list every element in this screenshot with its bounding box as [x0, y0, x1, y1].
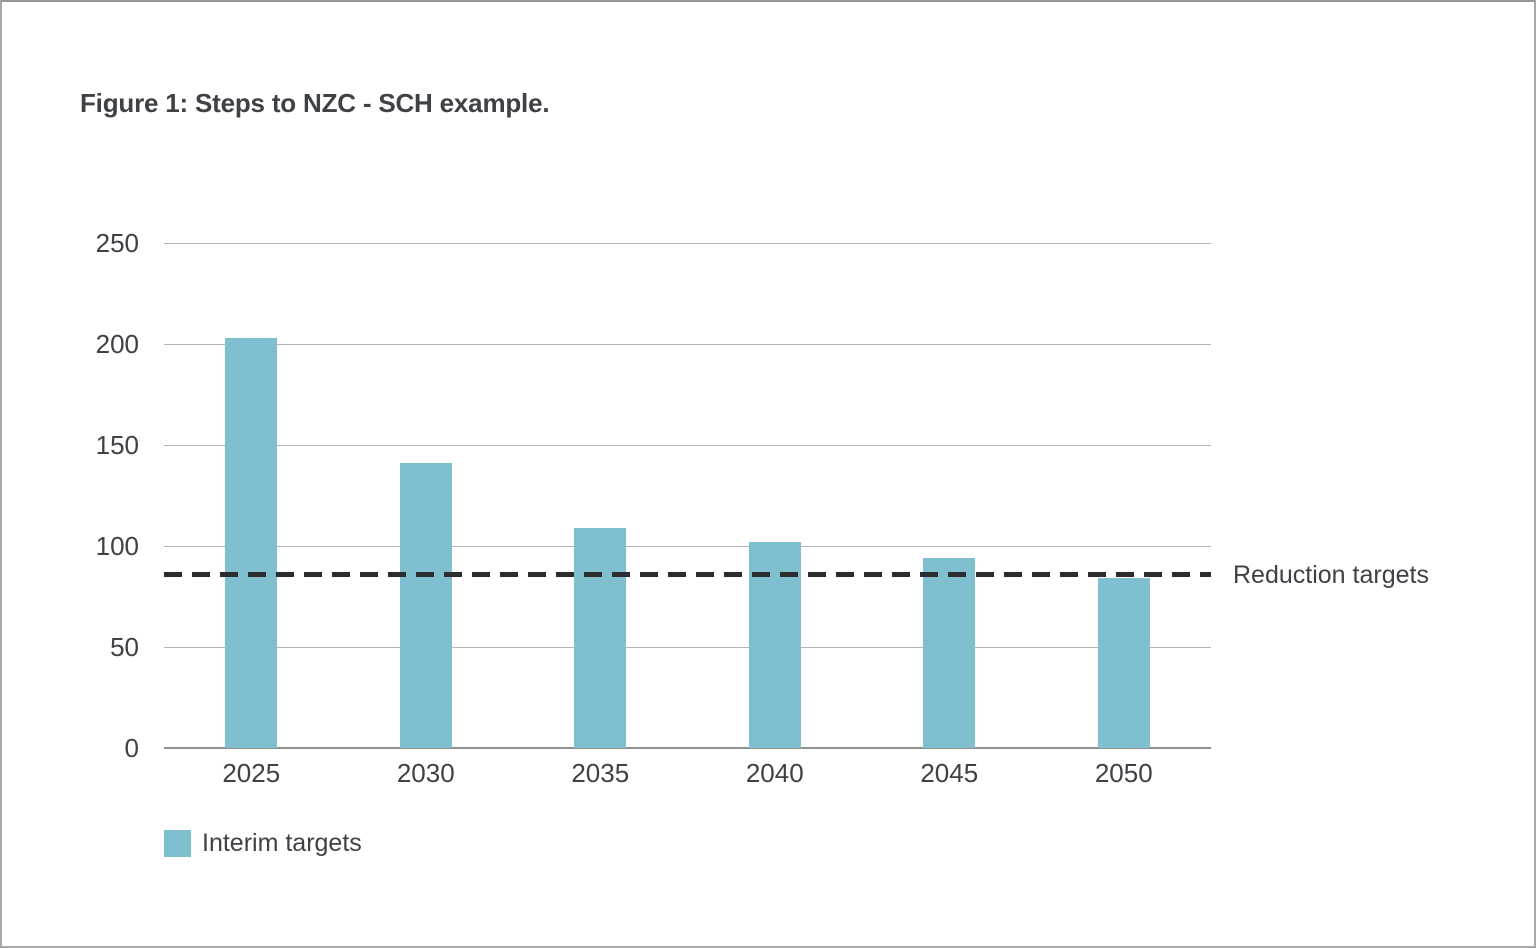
gridline-50 — [164, 647, 1211, 648]
bar-2035 — [574, 527, 627, 748]
y-tick-label-50: 50 — [110, 632, 139, 662]
legend: Interim targets — [164, 830, 362, 857]
gridline-100 — [164, 546, 1211, 547]
y-tick-label-200: 200 — [95, 329, 139, 359]
legend-label: Interim targets — [202, 829, 362, 857]
x-tick-label-2050: 2050 — [1094, 758, 1153, 788]
bar-2025 — [225, 337, 278, 748]
y-tick-label-150: 150 — [95, 430, 139, 460]
gridline-150 — [164, 445, 1211, 446]
reduction-targets-label: Reduction targets — [1233, 561, 1429, 589]
y-tick-label-100: 100 — [95, 531, 139, 561]
plot-area — [164, 243, 1211, 749]
gridline-200 — [164, 344, 1211, 345]
bar-2030 — [399, 463, 452, 748]
y-tick-label-0: 0 — [124, 733, 139, 763]
x-tick-label-2045: 2045 — [920, 758, 979, 788]
y-tick-label-250: 250 — [95, 228, 139, 258]
bar-2045 — [923, 558, 976, 748]
x-tick-label-2030: 2030 — [396, 758, 455, 788]
gridline-250 — [164, 243, 1211, 244]
figure-title: Figure 1: Steps to NZC - SCH example. — [80, 88, 550, 118]
reduction-target-line — [164, 571, 1211, 577]
bar-2050 — [1097, 578, 1150, 748]
x-tick-label-2025: 2025 — [222, 758, 281, 788]
x-tick-label-2035: 2035 — [571, 758, 630, 788]
legend-swatch-interim-targets — [164, 830, 191, 857]
gridline-0 — [164, 747, 1211, 749]
x-tick-label-2040: 2040 — [745, 758, 804, 788]
